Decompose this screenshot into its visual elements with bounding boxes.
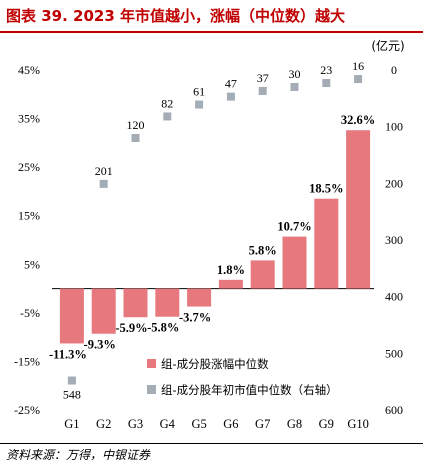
x-tick-label: G5 bbox=[191, 417, 206, 431]
title-rule bbox=[0, 31, 423, 33]
bar-label-G1: -11.3% bbox=[49, 347, 87, 361]
point-G6 bbox=[226, 92, 235, 101]
bar-G1 bbox=[59, 288, 84, 344]
bar-label-G6: 1.8% bbox=[217, 263, 245, 277]
point-G3 bbox=[131, 134, 140, 142]
point-G5 bbox=[195, 100, 204, 109]
bar-label-G3: -5.9% bbox=[115, 321, 147, 335]
bar-G2 bbox=[91, 288, 116, 334]
bar-data-labels: -11.3%-9.3% -5.9% -5.8%-3.7% 1.8% 5.8%10.7% 1… bbox=[49, 113, 375, 361]
point-G4 bbox=[163, 112, 172, 121]
bar-label-G10: 32.6% bbox=[341, 113, 375, 127]
bar-label-G7: 5.8% bbox=[249, 243, 277, 257]
right-axis: 0 100 200 300 400 500 600 bbox=[385, 63, 403, 417]
right-tick-label: 400 bbox=[385, 290, 403, 304]
x-tick-label: G8 bbox=[287, 417, 302, 431]
right-tick-label: 600 bbox=[385, 403, 403, 417]
point-label-G5: 61 bbox=[193, 85, 205, 99]
x-tick-label: G2 bbox=[96, 417, 111, 431]
bar-G9 bbox=[314, 198, 339, 289]
scatter-series bbox=[67, 75, 363, 385]
legend-swatch bbox=[147, 359, 156, 368]
x-tick-label: G10 bbox=[347, 417, 369, 431]
x-tick-label: G9 bbox=[319, 417, 334, 431]
point-label-G4: 82 bbox=[161, 96, 173, 110]
bar-series bbox=[59, 130, 371, 344]
left-tick-label: -15% bbox=[14, 354, 40, 368]
bar-G10 bbox=[346, 130, 371, 289]
bar-G8 bbox=[282, 236, 307, 289]
x-tick-label: G1 bbox=[64, 417, 79, 431]
left-tick-label: -5% bbox=[20, 306, 40, 320]
bar-G6 bbox=[218, 279, 243, 289]
right-tick-label: 500 bbox=[385, 346, 403, 360]
right-axis-unit: (亿元) bbox=[371, 38, 404, 53]
scatter-data-labels: 548 201 120 82 61 47 37 30 23 16 bbox=[63, 59, 364, 401]
point-label-G9: 23 bbox=[320, 63, 332, 77]
source-note: 资料来源：万得，中银证券 bbox=[6, 448, 151, 462]
left-tick-label: 15% bbox=[18, 209, 40, 223]
bar-label-G8: 10.7% bbox=[277, 220, 311, 234]
x-tick-label: G6 bbox=[223, 417, 238, 431]
point-label-G7: 37 bbox=[257, 71, 269, 85]
legend-swatch bbox=[147, 385, 156, 394]
point-G2 bbox=[99, 179, 108, 188]
right-tick-label: 0 bbox=[391, 63, 397, 77]
left-axis: 45% 35% 25% 15% 5% -5% -15% -25% bbox=[14, 63, 40, 417]
legend-label: 组-成分股涨幅中位数 bbox=[161, 357, 269, 371]
point-label-G1: 548 bbox=[63, 388, 81, 402]
left-tick-label: 25% bbox=[18, 160, 40, 174]
left-tick-label: 45% bbox=[18, 63, 40, 77]
x-tick-label: G7 bbox=[255, 417, 270, 431]
bar-G4 bbox=[155, 288, 180, 317]
point-G8 bbox=[290, 83, 299, 91]
bar-G3 bbox=[123, 288, 148, 318]
right-tick-label: 100 bbox=[385, 120, 403, 134]
point-G1 bbox=[67, 376, 76, 385]
right-tick-label: 300 bbox=[385, 233, 403, 247]
point-G7 bbox=[258, 86, 267, 95]
point-label-G10: 16 bbox=[352, 59, 364, 73]
x-tick-label: G4 bbox=[160, 417, 176, 431]
bar-label-G2: -9.3% bbox=[84, 338, 116, 352]
x-tick-label: G3 bbox=[128, 417, 143, 431]
source-rule bbox=[0, 443, 423, 444]
point-label-G8: 30 bbox=[289, 67, 301, 81]
point-label-G2: 201 bbox=[95, 164, 113, 178]
point-label-G3: 120 bbox=[127, 118, 145, 132]
point-label-G6: 47 bbox=[225, 77, 237, 91]
left-tick-label: 5% bbox=[24, 257, 40, 271]
left-tick-label: -25% bbox=[14, 403, 40, 417]
bar-label-G9: 18.5% bbox=[309, 182, 343, 196]
x-axis: G1 G2 G3 G4 G5 G6 G7 G8 G9 G10 bbox=[64, 417, 369, 431]
bar-G7 bbox=[250, 260, 275, 289]
legend-label: 组-成分股年初市值中位数（右轴） bbox=[161, 383, 338, 397]
chart-title: 图表 39. 2023 年市值越小，涨幅（中位数）越大 bbox=[6, 7, 345, 25]
bar-G5 bbox=[187, 288, 212, 307]
bar-label-G4: -5.8% bbox=[147, 321, 179, 335]
point-G10 bbox=[354, 75, 363, 84]
right-tick-label: 200 bbox=[385, 176, 403, 190]
left-tick-label: 35% bbox=[18, 112, 40, 126]
point-G9 bbox=[322, 79, 331, 88]
bar-label-G5: -3.7% bbox=[179, 311, 211, 325]
